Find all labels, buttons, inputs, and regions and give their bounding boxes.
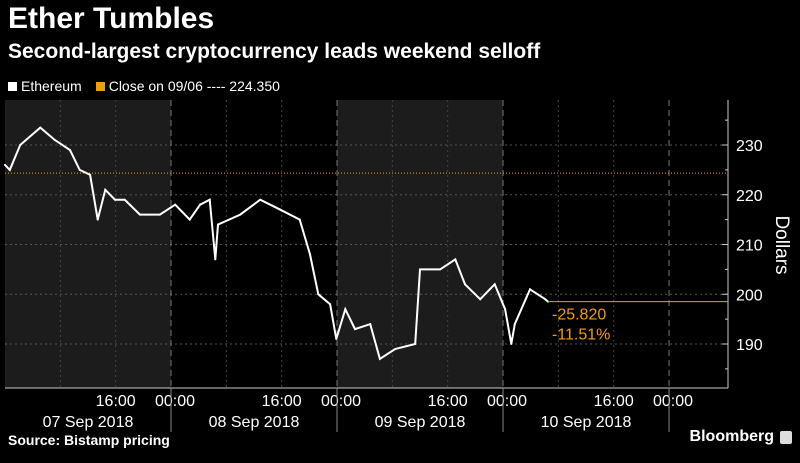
ethereum-point <box>8 168 11 171</box>
source-note: Source: Bistamp pricing <box>8 432 170 448</box>
ethereum-point <box>378 357 381 360</box>
y-tick-label: 220 <box>736 188 763 205</box>
y-tick-label: 190 <box>736 337 763 354</box>
ethereum-point <box>214 258 217 261</box>
ethereum-point <box>113 198 116 201</box>
ethereum-point <box>158 213 161 216</box>
ethereum-point <box>19 144 22 146</box>
ethereum-point <box>78 168 81 171</box>
ethereum-point <box>344 308 347 311</box>
ethereum-point <box>369 323 372 326</box>
ethereum-point <box>504 308 507 311</box>
ethereum-point <box>217 223 220 226</box>
ethereum-point <box>513 323 516 326</box>
time-label: 16:00 <box>96 393 136 410</box>
chart-title: Ether Tumbles <box>8 2 215 35</box>
time-label: 16:00 <box>262 393 302 410</box>
ethereum-point <box>309 253 312 256</box>
ethereum-point <box>335 338 338 341</box>
ethereum-point <box>493 283 496 286</box>
ethereum-point <box>53 139 56 142</box>
chart-subtitle: Second-largest cryptocurrency leads week… <box>8 40 541 63</box>
y-axis-label: Dollars <box>771 215 792 274</box>
ethereum-point <box>354 328 357 331</box>
ethereum-point <box>69 148 72 151</box>
ethereum-swatch-icon <box>8 81 17 91</box>
ethereum-point <box>510 343 513 345</box>
y-tick-label: 230 <box>736 138 763 155</box>
bloomberg-icon <box>780 431 792 444</box>
day-label: 07 Sep 2018 <box>43 414 134 431</box>
time-label: 00:00 <box>487 393 527 410</box>
ethereum-point <box>317 293 320 296</box>
time-label: 00:00 <box>155 393 195 410</box>
ethereum-point <box>479 298 482 301</box>
time-label: 16:00 <box>428 393 468 410</box>
ethereum-point <box>544 298 547 301</box>
change-pct-label: -11.51% <box>552 327 610 344</box>
ethereum-point <box>414 343 417 345</box>
ethereum-point <box>298 218 301 221</box>
ethereum-point <box>329 303 332 306</box>
ethereum-point <box>123 198 126 201</box>
ethereum-point <box>419 268 422 271</box>
legend-ethereum: Ethereum <box>21 78 82 94</box>
ethereum-point <box>529 288 532 291</box>
legend-close: Close on 09/06 ---- 224.350 <box>108 78 280 94</box>
y-tick-label: 210 <box>736 238 763 255</box>
ethereum-point <box>188 218 191 221</box>
day-label: 10 Sep 2018 <box>541 414 632 431</box>
time-label: 00:00 <box>321 393 361 410</box>
weekday-shade <box>5 100 172 388</box>
ethereum-point <box>208 198 211 201</box>
ethereum-point <box>279 208 282 211</box>
time-label: 16:00 <box>594 393 634 410</box>
ethereum-point <box>89 173 92 176</box>
ethereum-point <box>138 213 141 216</box>
ethereum-point <box>4 163 6 166</box>
ethereum-point <box>39 126 42 129</box>
day-label: 08 Sep 2018 <box>209 414 300 431</box>
ethereum-point <box>199 203 202 206</box>
time-label: 00:00 <box>653 393 693 410</box>
bloomberg-logo: Bloomberg <box>689 428 774 445</box>
change-abs-label: -25.820 <box>552 307 606 324</box>
ethereum-point <box>174 203 177 206</box>
ethereum-point <box>104 188 107 191</box>
ethereum-point <box>463 283 466 286</box>
ethereum-point <box>239 213 242 216</box>
day-label: 09 Sep 2018 <box>375 414 466 431</box>
ethereum-point <box>394 347 397 350</box>
close-swatch-icon <box>95 81 105 91</box>
ethereum-point <box>96 218 99 221</box>
legend: Ethereum Close on 09/06 ---- 224.350 <box>8 78 280 94</box>
ethereum-point <box>454 258 457 261</box>
ethereum-point <box>439 268 442 271</box>
ethereum-point <box>259 198 262 201</box>
y-tick-label: 200 <box>736 287 763 304</box>
ethereum-line <box>4 126 549 361</box>
